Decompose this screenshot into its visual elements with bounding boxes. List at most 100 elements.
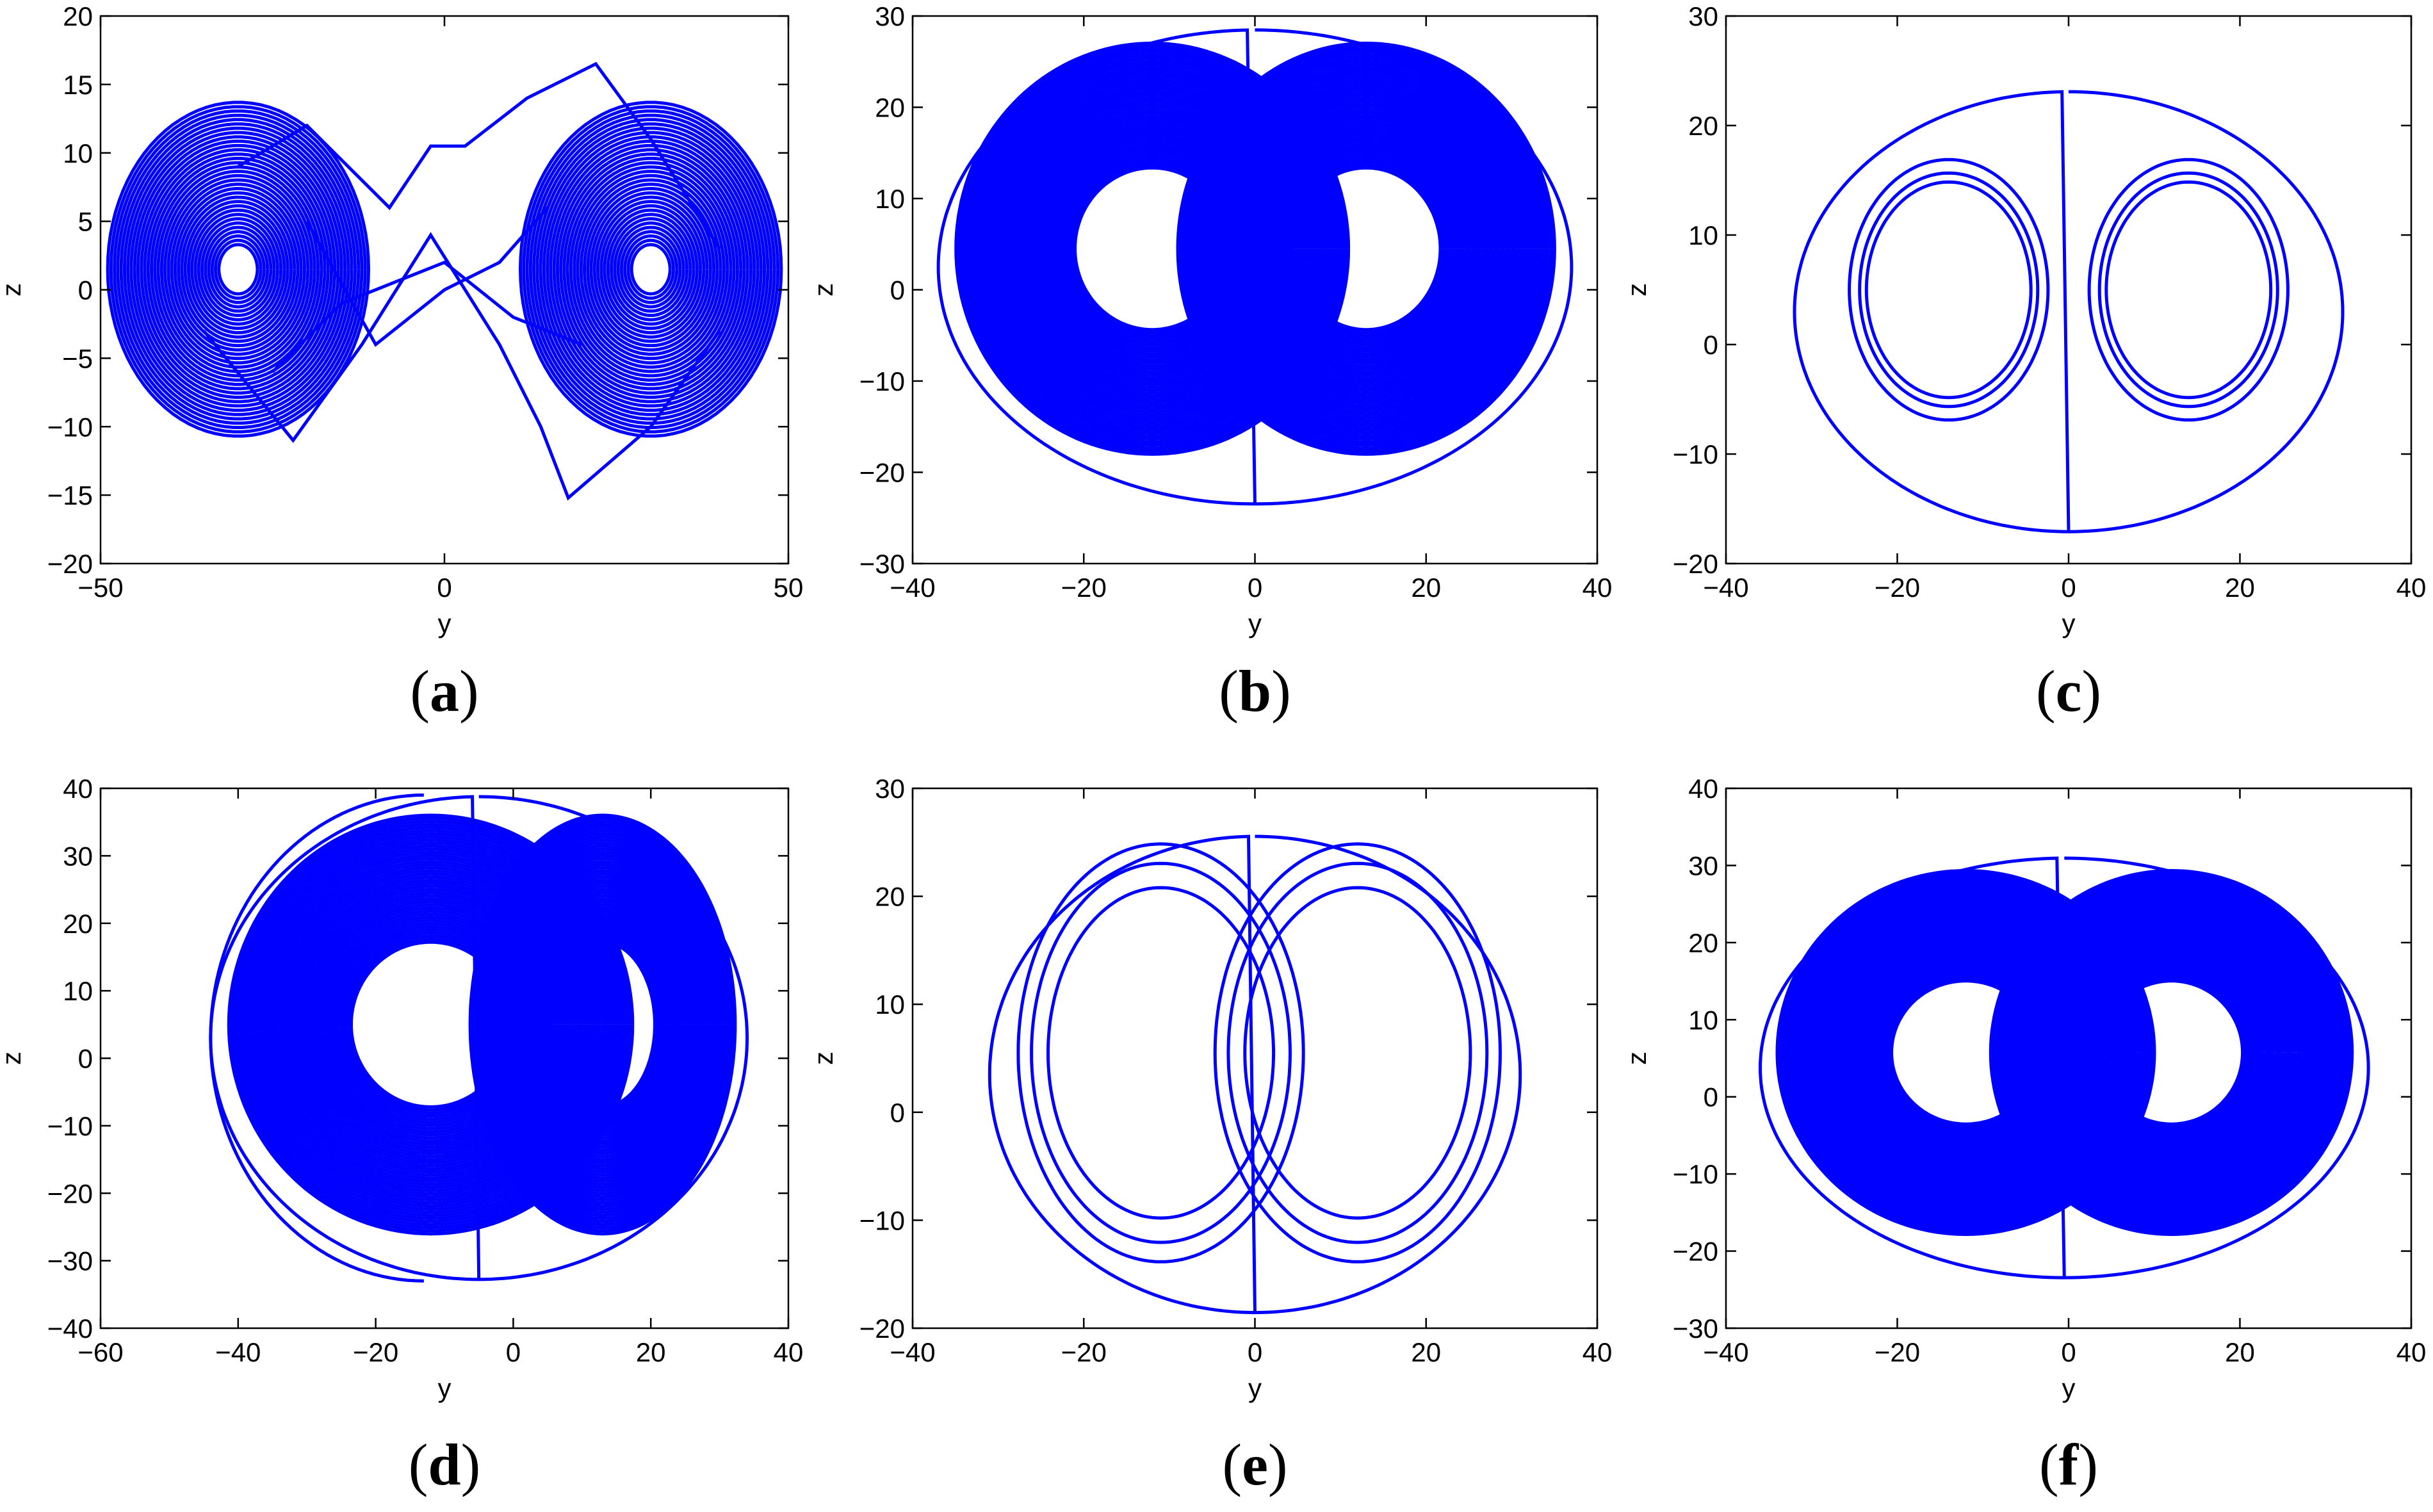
- trajectory-segment: [525, 109, 776, 429]
- y-tick-label: −10: [47, 412, 93, 442]
- y-tick-label: −15: [47, 480, 93, 510]
- trajectory-segment: [1794, 888, 2136, 1217]
- x-tick-label: 40: [2396, 573, 2427, 603]
- trajectory-segment: [606, 213, 696, 326]
- trajectory-segment: [1989, 868, 2354, 1237]
- trajectory-segment: [2050, 931, 2293, 1175]
- y-tick-label: −20: [859, 458, 905, 488]
- trajectory-segment: [2069, 949, 2274, 1155]
- trajectory-segment: [237, 61, 721, 250]
- y-tick-label: 20: [1688, 111, 1718, 141]
- trajectory-segment: [525, 903, 680, 1146]
- trajectory-segment: [2066, 947, 2277, 1158]
- x-tick-label: 50: [774, 573, 804, 603]
- trajectory-segment: [1803, 895, 2128, 1210]
- trajectory-segment: [350, 940, 512, 1109]
- trajectory-segment: [1195, 63, 1537, 435]
- trajectory-segment: [603, 208, 699, 330]
- y-tick-label: 0: [890, 1098, 905, 1128]
- y-tick-label: 0: [1704, 330, 1718, 360]
- y-tick-label: 10: [1688, 220, 1718, 250]
- trajectory-segment: [619, 230, 682, 309]
- trajectory-segment: [173, 187, 303, 352]
- trajectory-segment: [1176, 41, 1556, 456]
- trajectory-segment: [133, 135, 343, 403]
- trajectory-segment: [516, 888, 690, 1162]
- y-tick-label: −10: [47, 1111, 93, 1141]
- trajectory-segment: [2087, 158, 2290, 422]
- y-tick-label: 40: [63, 774, 93, 804]
- y-tick-label: −20: [1673, 549, 1718, 579]
- trajectory-segment: [2005, 885, 2338, 1220]
- trajectory-segment: [1848, 158, 2050, 422]
- trajectory-segment: [227, 813, 635, 1236]
- y-tick-label: 5: [78, 207, 93, 237]
- x-axis-label: y: [2062, 1373, 2076, 1403]
- y-axis-label: z: [1622, 283, 1652, 297]
- trajectory-segment: [596, 200, 706, 339]
- trajectory-segment: [1232, 102, 1501, 395]
- trajectory-segment: [2063, 944, 2279, 1161]
- trajectory-segment: [555, 148, 746, 391]
- trajectory-segment: [519, 894, 686, 1155]
- trajectory-segment: [511, 881, 694, 1167]
- trajectory-segment: [2034, 915, 2309, 1191]
- trajectory-segment: [2007, 888, 2335, 1217]
- trajectory-segment: [2002, 882, 2341, 1223]
- trajectory-segment: [197, 217, 279, 321]
- trajectory-segment: [966, 53, 1339, 444]
- y-tick-label: 0: [890, 275, 905, 305]
- y-tick-label: 0: [78, 1044, 93, 1074]
- y-tick-label: −10: [1673, 439, 1718, 469]
- trajectory-segment: [230, 817, 631, 1233]
- trajectory-segment: [501, 866, 704, 1183]
- panel-label: (d): [409, 1432, 480, 1497]
- trajectory-segment: [576, 174, 726, 365]
- trajectory-segment: [346, 937, 515, 1112]
- y-tick-label: −10: [1673, 1159, 1718, 1189]
- trajectory-segment: [623, 234, 679, 304]
- trajectory-segment: [599, 204, 703, 334]
- trajectory-segment: [494, 854, 712, 1196]
- x-axis-label: y: [1248, 608, 1262, 638]
- trajectory-segment: [468, 813, 737, 1236]
- trajectory-segment: [163, 174, 313, 365]
- panel-label: (b): [1219, 658, 1290, 724]
- y-tick-label: 10: [63, 138, 93, 168]
- trajectory-segment: [1192, 60, 1540, 438]
- y-tick-label: −20: [859, 1313, 905, 1344]
- trajectory-segment: [1226, 861, 1489, 1244]
- trajectory-a: [106, 61, 783, 501]
- y-tick-label: 20: [63, 1, 93, 31]
- y-tick-label: −10: [859, 366, 905, 396]
- trajectory-segment: [207, 230, 270, 309]
- trajectory-segment: [140, 143, 337, 395]
- y-axis-label: z: [0, 283, 26, 297]
- trajectory-segment: [1178, 44, 1554, 453]
- y-tick-label: 20: [875, 93, 905, 123]
- trajectory-segment: [2045, 925, 2298, 1180]
- trajectory-segment: [476, 825, 729, 1223]
- trajectory-segment: [963, 51, 1342, 447]
- trajectory-segment: [518, 101, 783, 438]
- y-tick-label: 10: [1688, 1005, 1718, 1035]
- x-tick-label: 0: [1248, 1337, 1262, 1367]
- trajectory-segment: [521, 897, 684, 1152]
- trajectory-segment: [613, 221, 689, 317]
- trajectory-segment: [977, 65, 1327, 432]
- trajectory-segment: [2061, 941, 2282, 1164]
- trajectory-segment: [1246, 117, 1487, 380]
- trajectory-segment: [129, 131, 347, 408]
- trajectory-segment: [329, 918, 533, 1130]
- x-tick-label: 40: [774, 1337, 804, 1367]
- trajectory-segment: [505, 872, 700, 1177]
- trajectory-segment: [490, 847, 715, 1202]
- trajectory-segment: [204, 225, 273, 313]
- trajectory-segment: [1786, 879, 2145, 1226]
- trajectory-segment: [610, 217, 692, 321]
- trajectory-segment: [153, 161, 323, 378]
- panel-b: −40 −20 0 20 40 −30 −20 −10 0 10 20 30 y z (b): [808, 1, 1612, 724]
- trajectory-segment: [936, 28, 1574, 506]
- y-axis-label: z: [1622, 1052, 1652, 1065]
- trajectory-segment: [2056, 936, 2287, 1169]
